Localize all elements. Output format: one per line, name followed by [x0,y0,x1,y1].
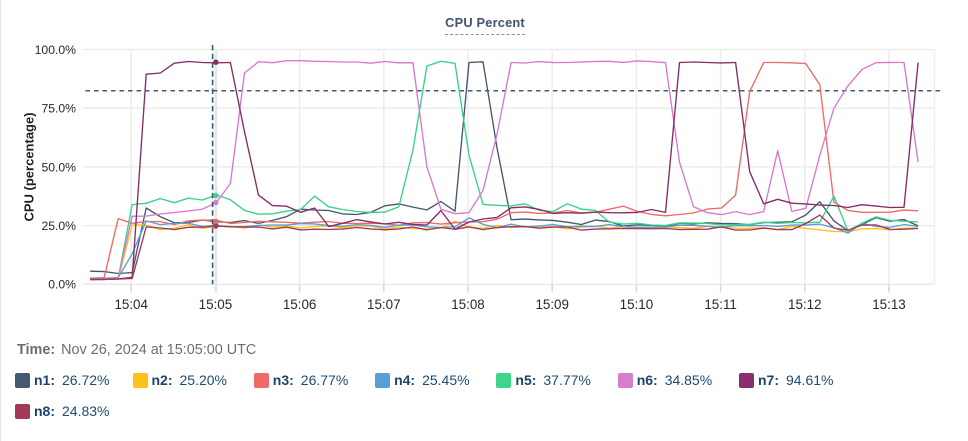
svg-text:15:09: 15:09 [535,297,569,312]
svg-text:15:10: 15:10 [620,297,654,312]
svg-text:100.0%: 100.0% [35,43,76,57]
svg-text:15:06: 15:06 [283,297,317,312]
svg-text:15:04: 15:04 [114,297,148,312]
svg-text:0.0%: 0.0% [48,278,76,292]
svg-text:15:05: 15:05 [199,297,233,312]
svg-text:15:11: 15:11 [704,297,737,312]
svg-text:15:08: 15:08 [451,297,485,312]
svg-text:50.0%: 50.0% [41,160,76,174]
svg-text:15:12: 15:12 [788,297,822,312]
svg-text:75.0%: 75.0% [41,102,76,116]
svg-text:15:13: 15:13 [872,297,906,312]
svg-text:CPU (percentage): CPU (percentage) [22,112,37,221]
svg-text:15:07: 15:07 [367,297,401,312]
svg-text:25.0%: 25.0% [41,219,76,233]
